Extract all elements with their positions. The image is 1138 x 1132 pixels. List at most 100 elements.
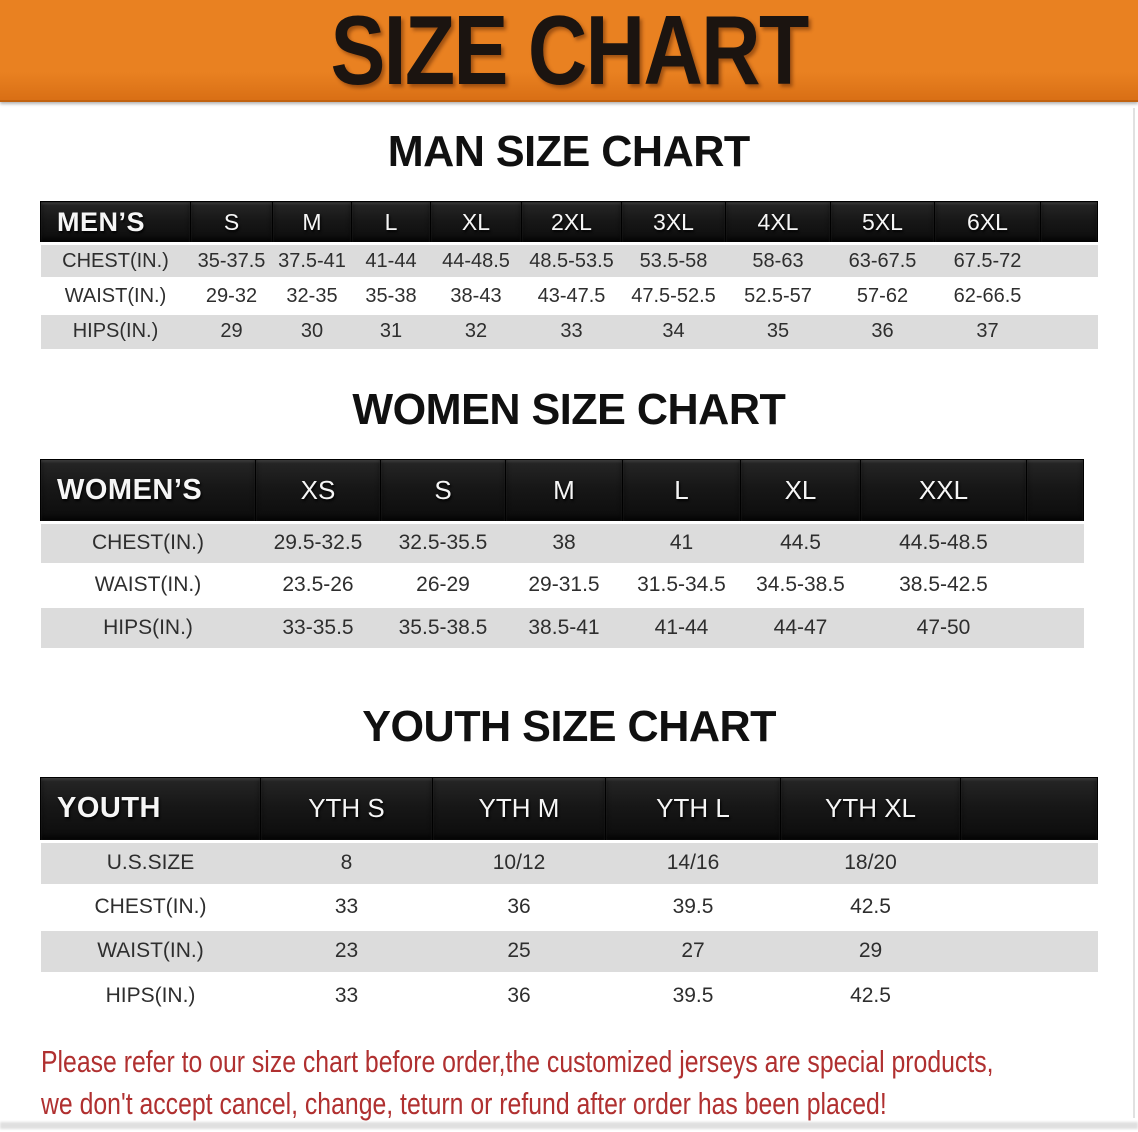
size-value-cell: 36 xyxy=(432,883,606,930)
size-value-cell: 41 xyxy=(622,520,741,565)
size-value-cell: 29.5-32.5 xyxy=(255,520,381,565)
size-value-cell: 47.5-52.5 xyxy=(621,277,726,314)
size-value-cell: 35.5-38.5 xyxy=(380,604,506,649)
table-row: HIPS(IN.) 29 30 31 32 33 34 35 36 37 xyxy=(40,312,1098,349)
row-spacer-cell xyxy=(1040,277,1098,314)
header-spacer-cell xyxy=(960,776,1098,842)
size-value-cell: 36 xyxy=(830,312,935,349)
size-value-cell: 29 xyxy=(780,927,961,974)
size-col-header: 4XL xyxy=(725,201,831,245)
size-value-cell: 44.5 xyxy=(740,520,861,565)
size-value-cell: 38-43 xyxy=(430,277,522,314)
row-label: HIPS(IN.) xyxy=(40,604,256,649)
group-label: MEN’S xyxy=(40,201,191,245)
row-spacer-cell xyxy=(960,927,1098,974)
row-spacer-cell xyxy=(960,839,1098,886)
header-spacer-cell xyxy=(1040,201,1098,245)
banner-title: SIZE CHART xyxy=(330,0,809,105)
size-value-cell: 30 xyxy=(272,312,352,349)
size-value-cell: 33-35.5 xyxy=(255,604,381,649)
size-value-cell: 32.5-35.5 xyxy=(380,520,506,565)
size-col-header: S xyxy=(190,201,273,245)
row-spacer-cell xyxy=(960,883,1098,930)
row-spacer-cell xyxy=(1040,312,1098,349)
row-spacer-cell xyxy=(1026,520,1084,565)
size-col-header: XL xyxy=(430,201,522,245)
row-label: HIPS(IN.) xyxy=(40,312,191,349)
size-value-cell: 41-44 xyxy=(622,604,741,649)
size-col-header: YTH L xyxy=(605,776,781,842)
size-value-cell: 62-66.5 xyxy=(934,277,1041,314)
size-table-header-row: YOUTH YTH S YTH M YTH L YTH XL xyxy=(40,776,1098,842)
chart-section: WOMEN SIZE CHART WOMEN’S XS S M L XL XXL CHEST(I… xyxy=(0,386,1138,649)
row-label: U.S.SIZE xyxy=(40,839,261,886)
size-table: MEN’S S M L XL 2XL 3XL 4XL 5XL 6XL CHEST(IN.) 35-37… xyxy=(40,201,1098,349)
size-value-cell: 44-48.5 xyxy=(430,242,522,279)
table-row: HIPS(IN.) 33-35.5 35.5-38.5 38.5-41 41-44 44-… xyxy=(40,604,1084,649)
row-label: WAIST(IN.) xyxy=(40,277,191,314)
size-value-cell: 10/12 xyxy=(432,839,606,886)
size-value-cell: 25 xyxy=(432,927,606,974)
chart-section: YOUTH SIZE CHART YOUTH YTH S YTH M YTH L YTH … xyxy=(0,702,1138,1018)
row-spacer-cell xyxy=(1026,562,1084,607)
size-value-cell: 29-32 xyxy=(190,277,273,314)
table-row: WAIST(IN.) 29-32 32-35 35-38 38-43 43-47.5 47.… xyxy=(40,277,1098,314)
size-value-cell: 37.5-41 xyxy=(272,242,352,279)
size-value-cell: 35 xyxy=(725,312,831,349)
size-value-cell: 26-29 xyxy=(380,562,506,607)
table-row: CHEST(IN.) 33 36 39.5 42.5 xyxy=(40,883,1098,930)
size-col-header: M xyxy=(272,201,352,245)
size-value-cell: 29 xyxy=(190,312,273,349)
size-value-cell: 42.5 xyxy=(780,971,961,1018)
size-value-cell: 33 xyxy=(260,971,433,1018)
size-table-header-row: MEN’S S M L XL 2XL 3XL 4XL 5XL 6XL xyxy=(40,201,1098,245)
header-spacer-cell xyxy=(1026,458,1084,523)
size-value-cell: 53.5-58 xyxy=(621,242,726,279)
size-col-header: YTH M xyxy=(432,776,606,842)
size-value-cell: 27 xyxy=(605,927,781,974)
size-value-cell: 34 xyxy=(621,312,726,349)
size-value-cell: 67.5-72 xyxy=(934,242,1041,279)
size-value-cell: 47-50 xyxy=(860,604,1027,649)
size-value-cell: 39.5 xyxy=(605,883,781,930)
size-value-cell: 41-44 xyxy=(351,242,431,279)
size-value-cell: 23 xyxy=(260,927,433,974)
row-spacer-cell xyxy=(960,971,1098,1018)
row-label: CHEST(IN.) xyxy=(40,883,261,930)
row-label: CHEST(IN.) xyxy=(40,520,256,565)
size-value-cell: 36 xyxy=(432,971,606,1018)
size-value-cell: 32 xyxy=(430,312,522,349)
table-row: CHEST(IN.) 35-37.5 37.5-41 41-44 44-48.5 48.5… xyxy=(40,242,1098,279)
size-col-header: 5XL xyxy=(830,201,935,245)
size-table-header-row: WOMEN’S XS S M L XL XXL xyxy=(40,458,1084,523)
size-value-cell: 31.5-34.5 xyxy=(622,562,741,607)
row-label: HIPS(IN.) xyxy=(40,971,261,1018)
size-col-header: XXL xyxy=(860,458,1027,523)
table-row: U.S.SIZE 8 10/12 14/16 18/20 xyxy=(40,839,1098,886)
notice-line-1: Please refer to our size chart before or… xyxy=(41,1044,994,1080)
size-value-cell: 38.5-41 xyxy=(505,604,623,649)
size-value-cell: 44-47 xyxy=(740,604,861,649)
size-value-cell: 58-63 xyxy=(725,242,831,279)
size-table: WOMEN’S XS S M L XL XXL CHEST(IN.) 29.5-32.5 32.5… xyxy=(40,458,1084,649)
size-value-cell: 29-31.5 xyxy=(505,562,623,607)
size-col-header: L xyxy=(622,458,741,523)
size-col-header: YTH XL xyxy=(780,776,961,842)
size-value-cell: 31 xyxy=(351,312,431,349)
section-title-text: MAN SIZE CHART xyxy=(387,127,751,176)
size-value-cell: 18/20 xyxy=(780,839,961,886)
chart-section: MAN SIZE CHART MEN’S S M L XL 2XL 3XL 4XL 5XL 6XL C… xyxy=(0,127,1138,349)
charts-container: MAN SIZE CHART MEN’S S M L XL 2XL 3XL 4XL 5XL 6XL C… xyxy=(0,127,1138,1018)
table-row: CHEST(IN.) 29.5-32.5 32.5-35.5 38 41 44.5 44.5… xyxy=(40,520,1084,565)
banner: SIZE CHART xyxy=(0,0,1138,102)
size-value-cell: 35-38 xyxy=(351,277,431,314)
size-value-cell: 42.5 xyxy=(780,883,961,930)
section-title-text: YOUTH SIZE CHART xyxy=(362,702,776,752)
size-table: YOUTH YTH S YTH M YTH L YTH XL U.S.SIZE 8 10/12… xyxy=(40,776,1098,1018)
size-value-cell: 37 xyxy=(934,312,1041,349)
size-col-header: 2XL xyxy=(521,201,622,245)
size-value-cell: 35-37.5 xyxy=(190,242,273,279)
size-value-cell: 34.5-38.5 xyxy=(740,562,861,607)
row-label: CHEST(IN.) xyxy=(40,242,191,279)
size-value-cell: 14/16 xyxy=(605,839,781,886)
